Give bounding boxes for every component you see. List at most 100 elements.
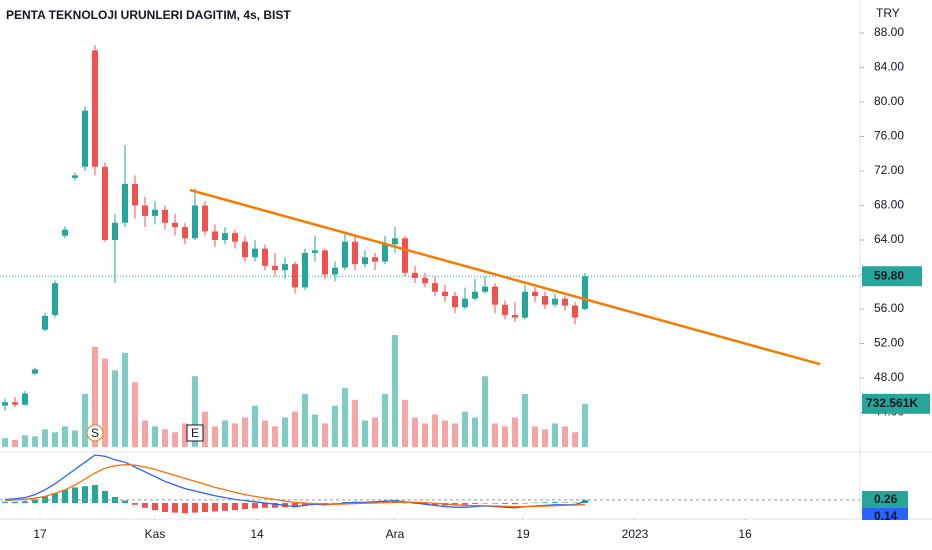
macd-histogram-bar (82, 486, 88, 503)
macd-histogram-bar (402, 502, 408, 504)
volume-bar (192, 376, 198, 447)
macd-histogram-bar (252, 503, 258, 509)
candle-body (432, 283, 438, 292)
candle-body (392, 238, 398, 245)
x-tick-label: 16 (738, 527, 752, 541)
candle-body (342, 241, 348, 268)
candle-body (102, 166, 108, 241)
candle-body (132, 183, 138, 206)
volume-bar (552, 423, 558, 447)
volume-bar (472, 417, 478, 447)
x-tick-label: Kas (145, 527, 166, 541)
volume-bar (422, 423, 428, 447)
volume-bar (542, 429, 548, 447)
macd-histogram-bar (172, 503, 178, 513)
last-price-label: 59.80 (874, 268, 904, 282)
event-label: S (91, 426, 99, 440)
macd-histogram-bar (482, 503, 488, 504)
volume-bar (132, 382, 138, 447)
volume-bar (392, 335, 398, 447)
candle-body (52, 283, 58, 316)
candle-body (262, 248, 268, 266)
candle-body (482, 286, 488, 292)
volume-bar (332, 405, 338, 447)
volume-bar (122, 352, 128, 447)
candle-body (552, 298, 558, 305)
macd-histogram-bar (202, 503, 208, 512)
event-marker (186, 424, 204, 442)
macd-histogram-bar (62, 489, 68, 503)
candle-body (312, 250, 318, 253)
volume-bar (482, 376, 488, 447)
y-tick-label: 68.00 (874, 198, 904, 212)
macd-histogram-bar (122, 500, 128, 503)
macd-histogram-bar (12, 501, 18, 503)
volume-bar (262, 420, 268, 447)
y-tick-label: 52.00 (874, 336, 904, 350)
macd-histogram-bar (552, 502, 558, 503)
candle-body (142, 205, 148, 216)
volume-bar (252, 405, 258, 447)
macd-histogram-bar (302, 503, 308, 506)
volume-bar (42, 429, 48, 447)
candle-body (252, 248, 258, 258)
y-tick-label: 88.00 (874, 25, 904, 39)
volume-bar (162, 429, 168, 447)
volume-bar (512, 417, 518, 447)
volume-bar (72, 430, 78, 447)
volume-bar (492, 423, 498, 447)
volume-bar (152, 426, 158, 447)
signal-line (4, 463, 586, 508)
macd-histogram-bar (102, 491, 108, 503)
volume-bar (82, 393, 88, 447)
volume-bar (452, 423, 458, 447)
candle-body (492, 286, 498, 305)
macd-label: 0.14 (874, 509, 898, 523)
y-tick-label: 72.00 (874, 163, 904, 177)
volume-bar (322, 423, 328, 447)
macd-histogram-bar (212, 503, 218, 512)
macd-label: 0.26 (874, 492, 898, 506)
y-tick-label: 56.00 (874, 301, 904, 315)
volume-bar (92, 346, 98, 447)
y-tick-label: 48.00 (874, 370, 904, 384)
macd-histogram-bar (542, 502, 548, 503)
candle-body (72, 175, 78, 178)
candle-body (362, 257, 368, 265)
macd-histogram-bar (152, 503, 158, 511)
candle-body (222, 233, 228, 241)
macd-histogram-bar (562, 502, 568, 503)
volume-bar (342, 388, 348, 447)
macd-label-box (862, 491, 908, 509)
macd-histogram-bar (52, 493, 58, 503)
candle-body (382, 244, 388, 262)
candle-body (22, 393, 28, 405)
volume-bar (182, 423, 188, 447)
x-tick-label: 14 (250, 527, 264, 541)
time-axis-bg (0, 520, 932, 550)
macd-histogram-bar (232, 503, 238, 511)
macd-histogram-bar (572, 502, 578, 504)
volume-bar (2, 438, 8, 447)
volume-bar (142, 420, 148, 447)
volume-bar (372, 417, 378, 447)
candle-body (182, 227, 188, 239)
y-tick-label: 80.00 (874, 94, 904, 108)
volume-bar (572, 432, 578, 447)
macd-histogram-bar (472, 503, 478, 504)
macd-histogram-bar (182, 503, 188, 514)
volume-bar (222, 420, 228, 447)
volume-bar (32, 436, 38, 447)
volume-bar (582, 403, 588, 447)
candle-body (62, 229, 68, 236)
candle-body (152, 209, 158, 216)
candle-body (402, 238, 408, 273)
macd-histogram-bar (22, 501, 28, 503)
candle-body (562, 298, 568, 306)
candle-body (272, 265, 278, 271)
candle-body (32, 369, 38, 374)
candle-body (2, 402, 8, 406)
volume-bar (522, 393, 528, 447)
